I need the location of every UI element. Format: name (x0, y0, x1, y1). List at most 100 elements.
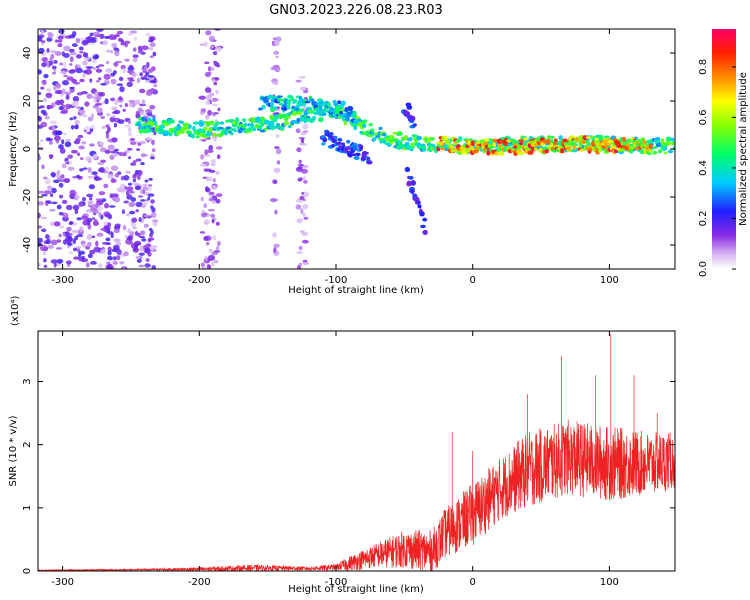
spectrogram-noise-blob (140, 154, 148, 157)
spectrogram-noise-blob (150, 199, 155, 204)
spectrogram-noise-blob (106, 113, 111, 117)
spectrogram-noise-blob (59, 70, 67, 75)
spectrogram-noise-blob (45, 88, 52, 92)
spectrogram-noise-blob (45, 234, 50, 240)
spectrogram-noise-blob (108, 205, 116, 208)
spectrogram-noise-blob (127, 77, 134, 80)
spectrogram-ridge-blob (352, 145, 358, 151)
spectrogram-noise-blob (203, 203, 207, 209)
spectrogram-noise-blob (98, 263, 103, 268)
spectrogram-noise-blob (61, 163, 67, 169)
spectrogram-noise-blob (45, 200, 52, 203)
spectrogram-noise-blob (217, 107, 221, 112)
spectrogram-noise-blob (273, 40, 280, 47)
snr-frame (37, 330, 676, 572)
spectrogram-noise-blob (132, 178, 137, 183)
spectrogram-ridge-blob (560, 147, 564, 154)
spectrogram-noise-blob (116, 83, 124, 86)
spectrogram-ridge-blob (169, 128, 175, 134)
spectrogram-noise-blob (47, 32, 54, 39)
spectrogram-noise-blob (100, 159, 107, 163)
spectrogram-noise-blob (205, 114, 210, 120)
spectrogram-noise-blob (81, 40, 89, 46)
spectrogram-noise-blob (56, 258, 64, 264)
spectrogram-ridge-blob (667, 149, 674, 154)
spectrogram-noise-blob (50, 259, 58, 264)
spectrogram-ridge-blob (506, 139, 513, 143)
spectrogram-noise-blob (147, 193, 155, 197)
spectrogram-noise-blob (79, 78, 85, 83)
spectrogram-y-tick-label: -20 (22, 189, 33, 205)
spectrogram-noise-blob (69, 86, 75, 90)
spectrogram-ridge-blob (470, 140, 475, 147)
spectrogram-ridge-blob (263, 127, 269, 131)
spectrogram-noise-blob (132, 160, 137, 164)
spectrogram-noise-blob (122, 68, 126, 74)
spectrogram-noise-blob (128, 64, 134, 69)
spectrogram-noise-blob (303, 180, 308, 184)
spectrogram-noise-blob (72, 238, 77, 244)
spectrogram-ridge-blob (288, 125, 292, 129)
spectrogram-noise-blob (78, 145, 85, 150)
spectrogram-noise-blob (98, 77, 102, 81)
spectrogram-ridge-blob (296, 111, 303, 115)
spectrogram-ridge-blob (217, 126, 225, 130)
colorbar-tick-label: 0.4 (698, 160, 709, 176)
spectrogram-noise-blob (140, 199, 146, 202)
spectrogram-noise-blob (201, 138, 207, 142)
spectrogram-noise-blob (111, 43, 118, 48)
spectrogram-noise-blob (89, 143, 95, 147)
spectrogram-noise-blob (121, 209, 125, 215)
spectrogram-noise-blob (127, 182, 133, 186)
spectrogram-ridge-blob (420, 224, 426, 229)
spectrogram-noise-blob (205, 100, 211, 106)
spectrogram-noise-blob (144, 247, 151, 254)
spectrogram-ridge-blob (286, 99, 292, 105)
spectrogram-noise-blob (203, 154, 211, 157)
spectrogram-ridge-blob (164, 130, 170, 135)
spectrogram-noise-blob (61, 139, 65, 145)
spectrogram-noise-blob (299, 86, 306, 92)
spectrogram-noise-blob (91, 59, 97, 64)
spectrogram-noise-blob (116, 187, 123, 193)
spectrogram-noise-blob (118, 151, 123, 157)
spectrogram-noise-blob (301, 231, 309, 236)
spectrogram-noise-blob (44, 190, 52, 195)
spectrogram-noise-blob (96, 232, 104, 237)
spectrogram-noise-blob (116, 30, 124, 35)
spectrogram-ridge-blob (499, 151, 505, 156)
spectrogram-noise-blob (66, 226, 72, 232)
spectrogram-noise-blob (87, 200, 94, 204)
spectrogram-noise-blob (51, 187, 57, 194)
spectrogram-x-tick-label: 100 (600, 275, 619, 286)
spectrogram-ridge-blob (400, 144, 404, 147)
spectrogram-noise-blob (56, 204, 62, 210)
spectrogram-noise-blob (93, 218, 98, 224)
spectrogram-noise-blob (38, 212, 41, 219)
spectrogram-noise-blob (139, 72, 143, 77)
spectrogram-noise-blob (67, 245, 71, 249)
spectrogram-noise-blob (92, 217, 95, 220)
spectrogram-noise-blob (208, 169, 216, 173)
spectrogram-noise-blob (212, 235, 217, 241)
spectrogram-ridge-blob (293, 99, 298, 103)
spectrogram-noise-blob (147, 196, 151, 201)
spectrogram-noise-blob (299, 142, 305, 146)
spectrogram-noise-blob (58, 37, 63, 44)
spectrogram-noise-blob (78, 250, 86, 255)
spectrogram-ridge-blob (470, 145, 474, 151)
spectrogram-noise-blob (50, 50, 58, 54)
spectrogram-ridge-blob (210, 120, 215, 126)
spectrogram-noise-blob (106, 49, 110, 53)
spectrogram-ridge-blob (378, 126, 383, 131)
spectrogram-ridge-blob (366, 160, 373, 165)
spectrogram-noise-blob (150, 246, 156, 251)
spectrogram-noise-blob (62, 212, 69, 219)
spectrogram-noise-blob (51, 201, 58, 205)
spectrogram-noise-blob (59, 148, 66, 154)
spectrogram-noise-blob (95, 68, 103, 73)
spectrogram-ridge-blob (286, 104, 291, 109)
spectrogram-noise-blob (211, 261, 215, 267)
colorbar-ticks: 0.0 0.2 0.4 0.6 0.8 (698, 59, 736, 277)
spectrogram-noise-blob (123, 200, 129, 204)
